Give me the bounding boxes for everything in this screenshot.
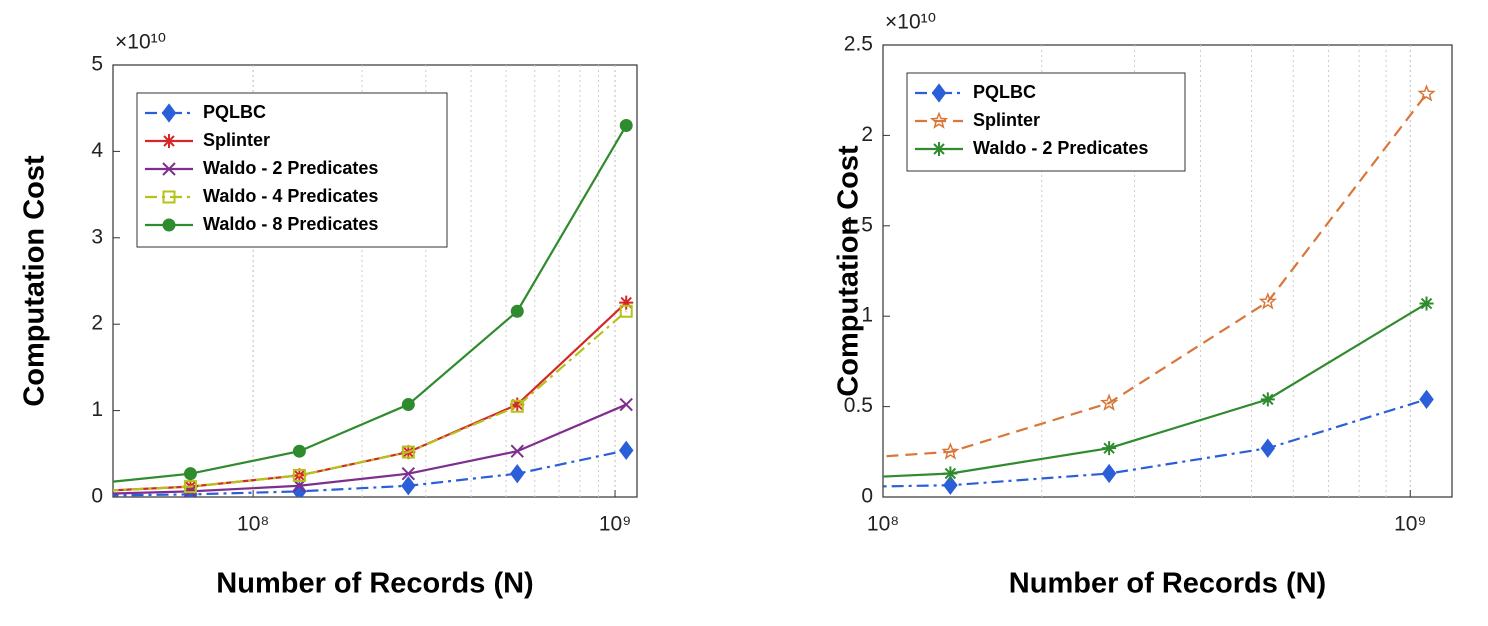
- marker: [76, 479, 87, 490]
- line: [883, 93, 1428, 458]
- marker: [401, 398, 415, 412]
- marker: [401, 476, 416, 496]
- legend-marker: [162, 134, 176, 148]
- marker: [943, 475, 958, 495]
- y-tick-label: 2.5: [844, 33, 873, 56]
- line: [113, 403, 627, 495]
- x-tick-label: 10⁹: [1394, 513, 1426, 536]
- x-axis-label: Number of Records (N): [1009, 568, 1326, 600]
- legend-marker: [162, 218, 176, 232]
- legend-marker: [162, 162, 176, 176]
- legend-marker: [162, 190, 176, 204]
- marker: [1417, 84, 1436, 102]
- legend-marker: [161, 103, 177, 123]
- y-axis-label: Computation Cost: [19, 155, 51, 407]
- legend-label: PQLBC: [973, 82, 1036, 102]
- y-tick-label: 2: [91, 312, 103, 335]
- marker: [76, 486, 87, 497]
- marker: [510, 464, 525, 484]
- marker: [292, 468, 306, 482]
- marker: [292, 444, 306, 458]
- marker: [183, 467, 197, 481]
- marker: [1419, 296, 1434, 311]
- marker: [75, 485, 89, 499]
- marker: [619, 304, 633, 318]
- marker: [401, 466, 416, 481]
- legend-label: Waldo - 8 Predicates: [203, 214, 378, 234]
- legend-marker: [931, 83, 947, 103]
- marker: [785, 474, 799, 488]
- marker: [1260, 438, 1276, 458]
- legend-label: Splinter: [203, 130, 270, 150]
- y-tick-label: 2: [861, 123, 873, 146]
- legend-marker: [932, 142, 946, 156]
- y-tick-label: 1.5: [844, 213, 873, 236]
- marker: [943, 466, 958, 481]
- marker: [183, 480, 197, 494]
- marker: [510, 444, 524, 458]
- y-tick-label: 3: [91, 225, 103, 248]
- marker: [941, 442, 960, 460]
- marker: [618, 440, 634, 461]
- marker: [619, 295, 634, 310]
- y-tick-label: 0: [861, 485, 873, 508]
- legend-label: Waldo - 2 Predicates: [203, 158, 378, 178]
- y-tick-label: 0.5: [844, 394, 873, 417]
- x-tick-label: 10⁸: [867, 513, 899, 536]
- plot-content: [75, 118, 634, 504]
- line: [113, 301, 627, 492]
- marker: [510, 397, 525, 412]
- y-tick-label: 0: [91, 485, 103, 508]
- y-tick-label: 5: [91, 53, 103, 76]
- y-multiplier: ×10¹⁰: [115, 31, 166, 54]
- marker: [401, 445, 415, 459]
- legend-label: Splinter: [973, 110, 1040, 130]
- plot-content: [785, 84, 1436, 496]
- y-tick-label: 4: [91, 139, 103, 162]
- marker: [510, 399, 524, 413]
- y-multiplier: ×10¹⁰: [885, 11, 936, 34]
- marker: [1419, 389, 1434, 410]
- y-tick-label: 1: [91, 398, 103, 421]
- x-axis-label: Number of Records (N): [216, 568, 533, 600]
- marker: [76, 488, 88, 500]
- y-tick-label: 1: [861, 304, 873, 327]
- legend-marker: [929, 111, 949, 129]
- marker: [1258, 292, 1277, 310]
- line: [113, 124, 628, 483]
- marker: [510, 304, 524, 318]
- marker: [1101, 463, 1117, 484]
- legend-label: PQLBC: [203, 102, 266, 122]
- line: [113, 449, 627, 497]
- marker: [786, 480, 798, 496]
- marker: [619, 397, 633, 412]
- marker: [1100, 393, 1119, 411]
- marker: [76, 488, 88, 504]
- marker: [785, 455, 799, 469]
- legend-label: Waldo - 2 Predicates: [973, 138, 1148, 158]
- y-axis-label: Computation Cost: [833, 145, 865, 397]
- marker: [619, 118, 633, 132]
- legend-label: Waldo - 4 Predicates: [203, 186, 378, 206]
- x-tick-label: 10⁸: [237, 513, 269, 536]
- marker: [1102, 441, 1117, 456]
- marker: [1260, 392, 1275, 407]
- x-tick-label: 10⁹: [599, 513, 631, 536]
